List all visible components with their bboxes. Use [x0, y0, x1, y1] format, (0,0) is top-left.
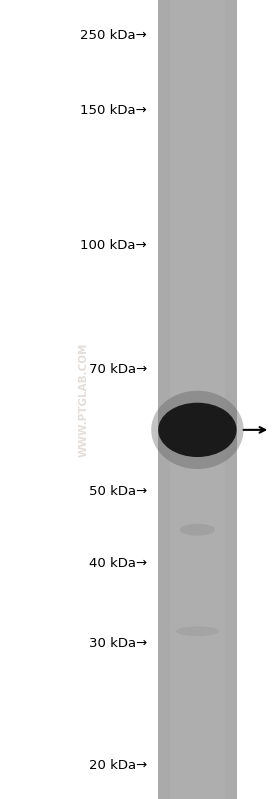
Ellipse shape: [151, 391, 244, 469]
Bar: [158, 0, 237, 799]
Text: 250 kDa→: 250 kDa→: [80, 30, 147, 42]
Text: WWW.PTGLAB.COM: WWW.PTGLAB.COM: [79, 342, 89, 457]
Ellipse shape: [180, 524, 215, 535]
Text: 100 kDa→: 100 kDa→: [80, 239, 147, 252]
Bar: [170, 0, 225, 799]
Text: 30 kDa→: 30 kDa→: [89, 637, 147, 650]
Ellipse shape: [176, 626, 219, 636]
Text: 70 kDa→: 70 kDa→: [89, 363, 147, 376]
Text: 20 kDa→: 20 kDa→: [89, 759, 147, 772]
Text: 40 kDa→: 40 kDa→: [89, 557, 147, 570]
Ellipse shape: [158, 403, 237, 457]
Text: 150 kDa→: 150 kDa→: [80, 104, 147, 117]
Text: 50 kDa→: 50 kDa→: [89, 485, 147, 498]
